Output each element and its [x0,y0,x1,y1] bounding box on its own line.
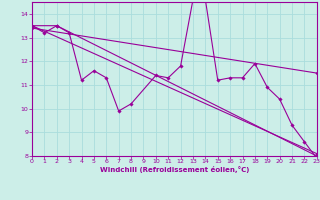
X-axis label: Windchill (Refroidissement éolien,°C): Windchill (Refroidissement éolien,°C) [100,166,249,173]
